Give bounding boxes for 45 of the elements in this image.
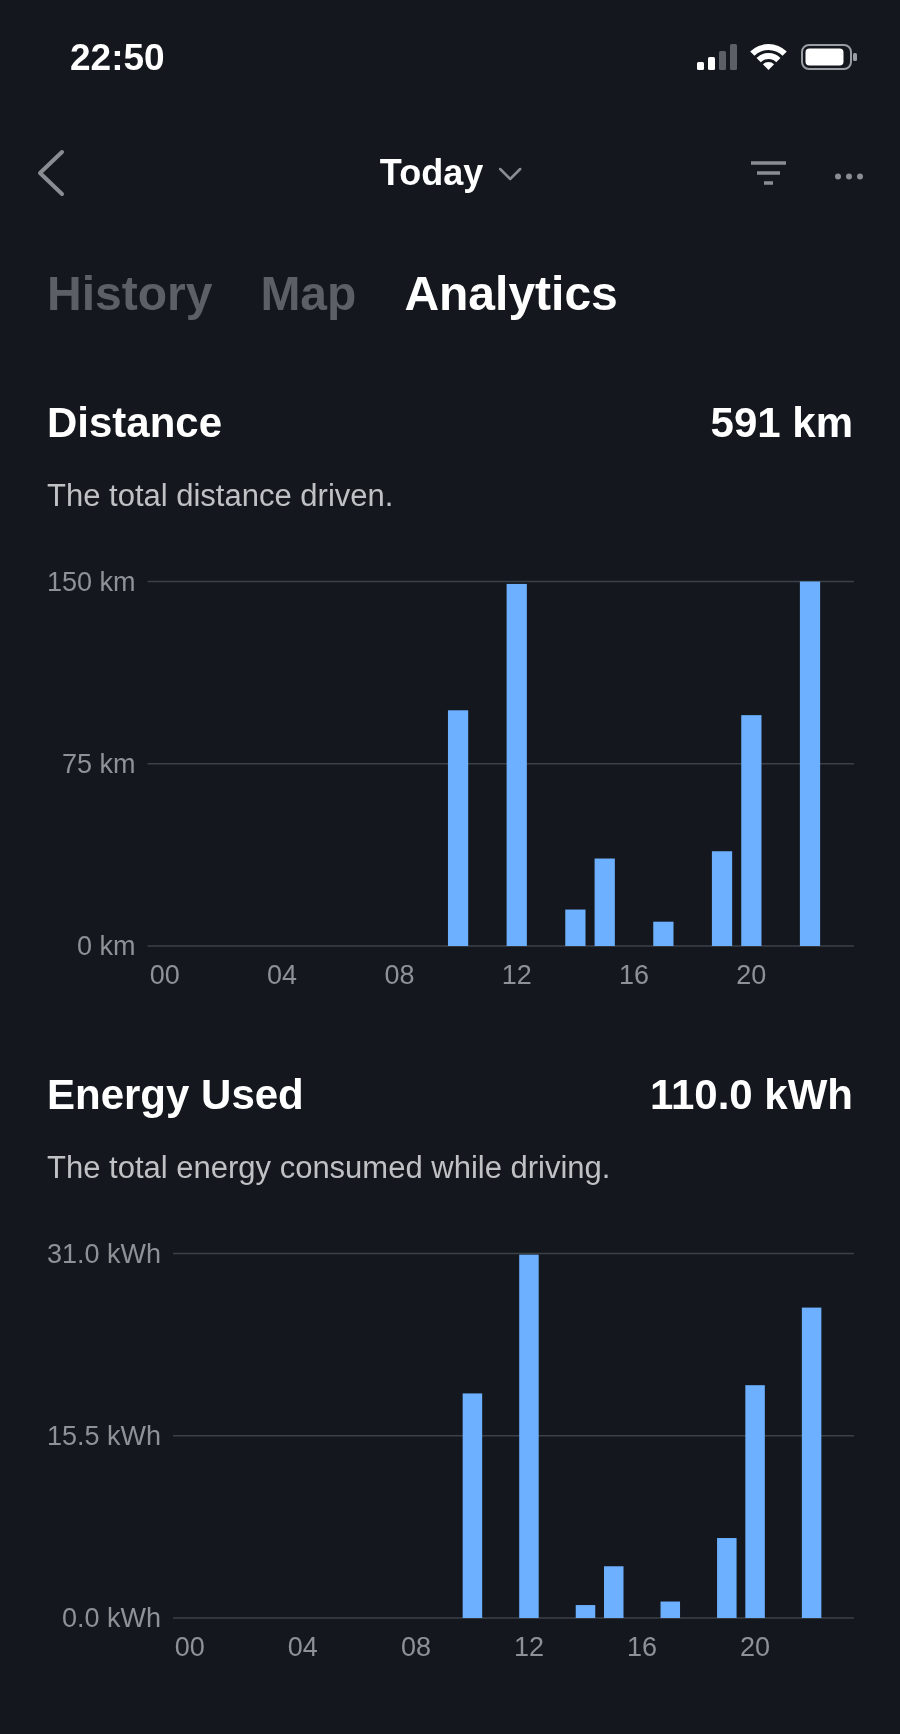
chart-title: Energy Used [47,1071,304,1118]
x-tick-label: 12 [501,960,532,990]
x-tick-label: 00 [174,1632,205,1662]
bar [660,1601,681,1618]
chart-subtitle: The total distance driven. [47,478,394,513]
chart-title: Distance [47,399,223,446]
y-tick-label: 31.0 kWh [46,1238,162,1269]
bar [594,858,615,946]
bar [745,1385,765,1618]
x-tick-label: 08 [384,960,415,990]
y-tick-label: 15.5 kWh [46,1421,162,1452]
bar [575,1605,596,1618]
y-tick-label: 150 km [46,566,136,597]
bar [604,1566,624,1618]
x-tick-label: 16 [619,960,650,990]
bar [519,1254,539,1618]
bar [741,715,762,946]
bar [565,909,586,946]
text: Analytics [404,267,618,320]
y-tick-label: 75 km [62,749,136,780]
x-tick-label: 20 [740,1632,771,1662]
x-tick-label: 08 [400,1632,431,1662]
y-tick-label: 0 km [77,931,136,962]
text: 591 km [710,399,853,446]
x-tick-label: 04 [267,960,298,990]
chart-subtitle: The total energy consumed while driving. [47,1150,611,1185]
text: Map [260,267,357,320]
bar [462,1393,483,1618]
text: Today [379,152,484,193]
bar [447,710,469,946]
bar [717,1538,737,1618]
bar [506,583,527,946]
bar [653,921,674,946]
x-tick-label: 12 [513,1632,544,1662]
bar [711,851,733,946]
text: 22:50 [70,37,165,78]
bar [801,1307,822,1618]
bar [799,581,821,946]
text: 110.0 kWh [649,1071,853,1118]
x-tick-label: 04 [287,1632,318,1662]
x-tick-label: 20 [736,960,767,990]
text: History [47,267,213,320]
x-tick-label: 16 [626,1632,658,1662]
y-tick-label: 0.0 kWh [62,1603,162,1634]
x-tick-label: 00 [149,960,180,990]
